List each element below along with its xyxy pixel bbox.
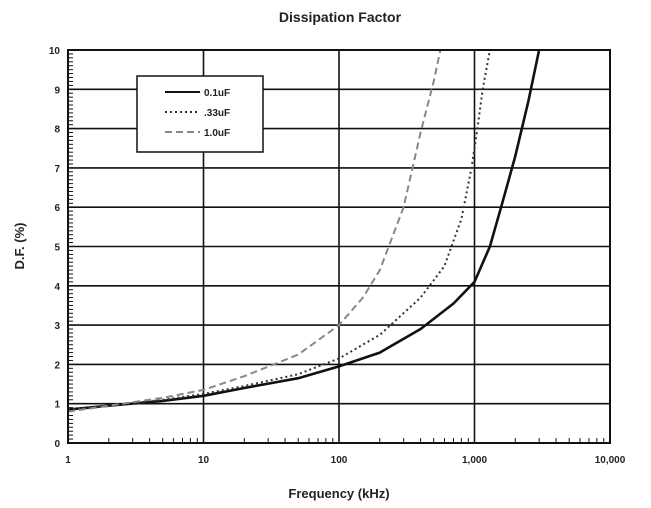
series-line-1 (67, 49, 491, 411)
y-tick-label: 7 (54, 164, 60, 175)
y-tick-label: 3 (54, 321, 60, 332)
y-tick-label: 8 (54, 125, 60, 136)
y-tick-label: 9 (54, 85, 60, 96)
x-tick-label: 10,000 (595, 455, 626, 466)
y-tick-labels: 0 1 2 3 4 5 6 7 8 9 10 (49, 46, 61, 450)
x-tick-label: 100 (331, 455, 348, 466)
series-line-0 (67, 49, 541, 411)
x-tick-label: 1 (65, 455, 71, 466)
x-tick-labels: 1 10 100 1,000 10,000 (65, 455, 626, 466)
legend-label-1: .33uF (204, 108, 230, 119)
y-tick-label: 1 (54, 400, 60, 411)
x-tick-label: 1,000 (462, 455, 487, 466)
y-tick-label: 0 (54, 439, 60, 450)
plot-frame (67, 49, 611, 444)
legend-label-0: 0.1uF (204, 88, 230, 99)
series-line-2 (67, 49, 442, 413)
x-axis-label: Frequency (kHz) (288, 486, 389, 501)
legend-items: 0.1uF .33uF 1.0uF (165, 88, 230, 139)
legend-label-2: 1.0uF (204, 128, 230, 139)
series-layer (67, 49, 541, 413)
y-tick-label: 6 (54, 203, 60, 214)
legend-box (136, 75, 264, 153)
y-tick-label: 10 (49, 46, 61, 57)
y-axis-label: D.F. (%) (12, 223, 27, 270)
y-tick-label: 4 (54, 282, 60, 293)
x-tick-label: 10 (198, 455, 210, 466)
y-tick-label: 2 (54, 360, 60, 371)
y-tick-label: 5 (54, 243, 60, 254)
legend: 0.1uF .33uF 1.0uF (136, 75, 264, 153)
chart-title: Dissipation Factor (279, 9, 402, 25)
